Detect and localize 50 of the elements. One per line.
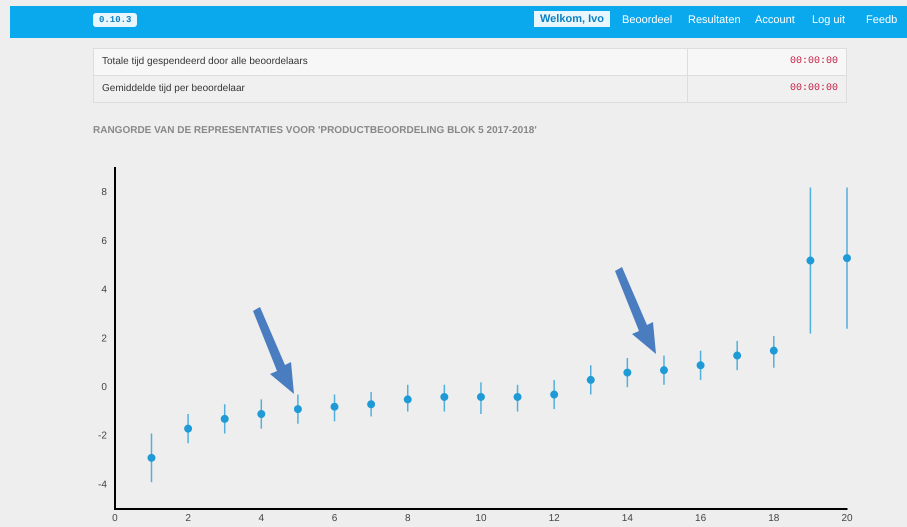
text: 00:00:00 — [790, 83, 838, 94]
chart-title: RANGORDE VAN DE REPRESENTATIES VOOR 'PRODUCTBEOORDELING BLOK 5 2017-2018' — [93, 125, 537, 136]
y-tick-label: -2 — [98, 430, 108, 442]
text: Feedb — [866, 14, 898, 26]
text: Log uit — [812, 14, 846, 26]
text: Beoordeel — [622, 14, 672, 26]
point — [184, 424, 192, 433]
x-tick-label: 16 — [695, 512, 707, 524]
point — [367, 400, 376, 408]
y-tick-label: 0 — [101, 382, 108, 393]
x-tick-label: 0 — [112, 512, 118, 524]
y-tick-label: 2 — [101, 333, 108, 344]
point — [294, 405, 302, 414]
point — [806, 256, 814, 265]
text: Totale tijd gespendeerd door alle beoordelaars — [102, 56, 308, 67]
x-tick-label: 20 — [841, 512, 853, 524]
point — [147, 454, 156, 462]
x-tick-label: 10 — [475, 512, 487, 524]
x-tick-label: 18 — [768, 512, 780, 524]
text: Welkom, Ivo — [534, 11, 610, 27]
x-tick-label: 14 — [622, 512, 634, 524]
point — [257, 410, 266, 418]
text: Gemiddelde tijd per beoordelaar — [102, 83, 245, 94]
x-tick-label: 8 — [404, 512, 411, 524]
y-tick-label: 8 — [101, 187, 108, 198]
text: 00:00:00 — [790, 56, 838, 67]
point — [330, 402, 339, 411]
point — [550, 390, 558, 399]
point — [843, 254, 851, 262]
text: 0.10.3 — [93, 13, 138, 27]
point — [623, 368, 632, 377]
point — [586, 376, 595, 384]
y-tick-label: -4 — [98, 479, 108, 490]
x-tick-label: 6 — [332, 512, 338, 524]
x-tick-label: 2 — [185, 512, 192, 524]
x-tick-label: 4 — [258, 512, 265, 524]
point — [733, 352, 742, 360]
y-tick-label: 4 — [101, 284, 108, 296]
point — [514, 392, 522, 401]
point — [220, 414, 229, 423]
y-tick-label: 6 — [101, 236, 108, 247]
point — [404, 395, 412, 404]
point — [660, 366, 668, 374]
text: Resultaten — [688, 14, 741, 26]
point — [770, 346, 778, 355]
text: Account — [755, 14, 795, 26]
point — [440, 392, 448, 401]
x-tick-label: 12 — [548, 512, 560, 524]
point — [696, 361, 705, 370]
point — [476, 392, 485, 401]
